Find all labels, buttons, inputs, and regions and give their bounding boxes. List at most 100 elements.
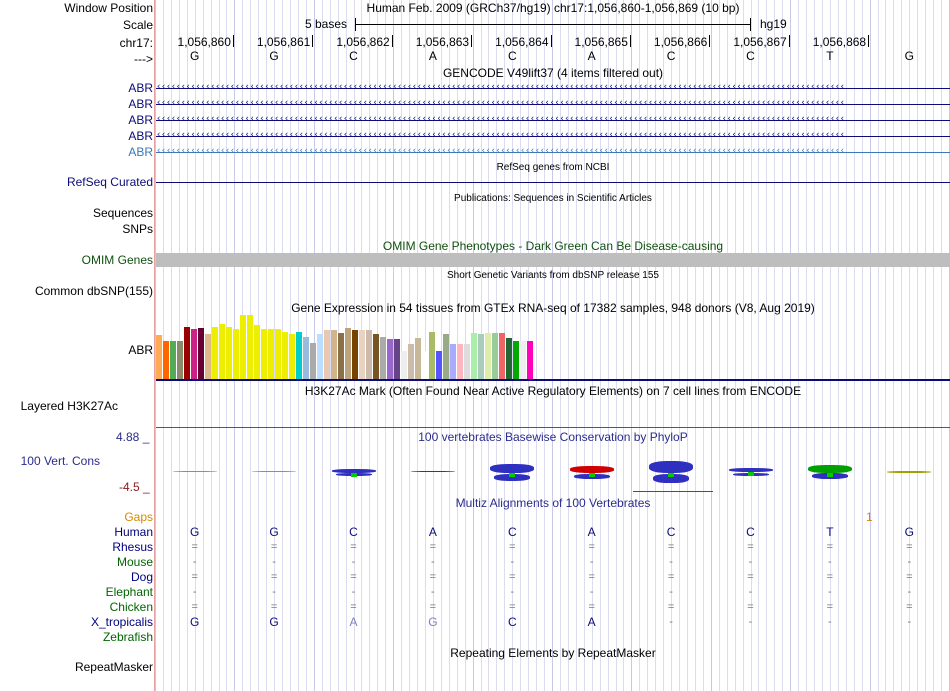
ruler-position: 1,056,867 [733,35,790,49]
publications-snps-label[interactable]: SNPs [122,222,153,236]
gencode-item-label[interactable]: ABR [128,145,153,159]
strand-arrow-label[interactable]: ---> [134,52,153,66]
publications-sequences-label[interactable]: Sequences [92,206,153,220]
gtex-tissue-bar[interactable] [226,327,232,379]
gtex-tissue-bar[interactable] [408,344,414,379]
multiz-species-label[interactable]: Chicken [109,600,153,614]
gtex-tissue-bar[interactable] [303,337,309,379]
gtex-tissue-bar[interactable] [240,315,246,379]
multiz-gaps-label[interactable]: Gaps [124,510,153,524]
gencode-item-label[interactable]: ABR [128,129,153,143]
multiz-species-label[interactable]: Elephant [105,585,153,599]
omim-track-label[interactable]: OMIM Genes [81,253,153,267]
gtex-tissue-bar[interactable] [387,339,393,379]
gtex-tissue-bar[interactable] [261,329,267,379]
gtex-tissue-bar[interactable] [464,344,470,379]
gencode-transcript[interactable]: ‹‹‹‹‹‹‹‹‹‹‹‹‹‹‹‹‹‹‹‹‹‹‹‹‹‹‹‹‹‹‹‹‹‹‹‹‹‹‹‹… [156,100,950,108]
gtex-tissue-bar[interactable] [163,341,169,379]
gtex-tissue-bar[interactable] [513,341,519,379]
gtex-tissue-bar[interactable] [366,330,372,379]
gtex-tissue-bar[interactable] [520,341,526,379]
gtex-tissue-bar[interactable] [471,333,477,379]
conservation-logo[interactable] [807,465,852,479]
gtex-tissue-bar[interactable] [331,330,337,379]
dbsnp-track-label[interactable]: Common dbSNP(155) [34,284,153,298]
multiz-species-label[interactable]: Mouse [116,555,153,569]
gtex-tissue-bar[interactable] [401,351,407,379]
gtex-tissue-bar[interactable] [191,329,197,379]
gtex-tissue-bar[interactable] [247,315,253,379]
conservation-logo[interactable] [331,468,376,477]
gtex-tissue-bar[interactable] [527,341,533,379]
gtex-tissue-bar[interactable] [478,334,484,379]
multiz-species-label[interactable]: Zebrafish [102,630,153,644]
refseq-gene-line[interactable] [156,182,950,183]
gtex-tissue-bar[interactable] [345,328,351,379]
gtex-tissue-bar[interactable] [275,329,281,379]
gtex-tissue-bar[interactable] [359,330,365,379]
gtex-tissue-bar[interactable] [499,333,505,379]
conservation-logo[interactable] [252,471,297,473]
multiz-species-label[interactable]: X_tropicalis [90,615,153,629]
gtex-tissue-bar[interactable] [380,337,386,379]
gtex-bar-chart[interactable] [156,315,556,379]
gtex-tissue-bar[interactable] [219,324,225,379]
gtex-tissue-bar[interactable] [415,338,421,379]
gencode-transcript[interactable]: ‹‹‹‹‹‹‹‹‹‹‹‹‹‹‹‹‹‹‹‹‹‹‹‹‹‹‹‹‹‹‹‹‹‹‹‹‹‹‹‹… [156,132,950,140]
gencode-transcript[interactable]: ‹‹‹‹‹‹‹‹‹‹‹‹‹‹‹‹‹‹‹‹‹‹‹‹‹‹‹‹‹‹‹‹‹‹‹‹‹‹‹‹… [156,116,950,124]
conservation-track-label[interactable]: 100 Vert. Cons [20,454,100,468]
gtex-tissue-bar[interactable] [198,328,204,379]
gtex-tissue-bar[interactable] [457,344,463,379]
conservation-logo[interactable] [490,463,535,481]
multiz-species-label[interactable]: Dog [130,570,153,584]
gtex-tissue-bar[interactable] [170,341,176,379]
gtex-tissue-bar[interactable] [212,327,218,379]
gtex-tissue-bar[interactable] [177,341,183,379]
gencode-item-label[interactable]: ABR [128,81,153,95]
gtex-tissue-bar[interactable] [485,333,491,379]
h3k27ac-track-label[interactable]: Layered H3K27Ac [20,399,118,413]
gtex-tissue-bar[interactable] [436,351,442,379]
gtex-tissue-bar[interactable] [443,334,449,379]
conservation-logo[interactable] [887,470,932,474]
multiz-base: = [350,541,357,553]
gtex-tissue-bar[interactable] [492,333,498,379]
gtex-tissue-bar[interactable] [156,335,162,379]
gtex-tissue-bar[interactable] [289,334,295,379]
gtex-tissue-bar[interactable] [506,338,512,379]
gtex-tissue-bar[interactable] [394,339,400,379]
gtex-tissue-bar[interactable] [310,343,316,379]
gtex-tissue-bar[interactable] [338,333,344,379]
multiz-species-label[interactable]: Rhesus [112,540,153,554]
multiz-species-label[interactable]: Human [114,525,153,539]
gtex-tissue-bar[interactable] [450,344,456,379]
multiz-base: C [507,615,517,629]
gtex-track-label[interactable]: ABR [128,343,153,357]
conservation-logo[interactable] [569,465,614,479]
repeatmasker-track-label[interactable]: RepeatMasker [74,660,153,674]
gtex-tissue-bar[interactable] [233,329,239,379]
gtex-tissue-bar[interactable] [254,325,260,379]
gtex-tissue-bar[interactable] [268,329,274,379]
gtex-tissue-bar[interactable] [184,327,190,379]
gtex-tissue-bar[interactable] [324,330,330,379]
gtex-tissue-bar[interactable] [373,334,379,379]
conservation-logo[interactable] [410,471,455,473]
gtex-tissue-bar[interactable] [317,334,323,379]
conservation-logo[interactable] [649,461,694,483]
gtex-tissue-bar[interactable] [429,332,435,379]
multiz-base: = [191,541,198,553]
conservation-logo[interactable] [172,471,217,473]
gtex-tissue-bar[interactable] [296,332,302,379]
gencode-transcript[interactable]: ‹‹‹‹‹‹‹‹‹‹‹‹‹‹‹‹‹‹‹‹‹‹‹‹‹‹‹‹‹‹‹‹‹‹‹‹‹‹‹‹… [156,84,950,92]
gencode-item-label[interactable]: ABR [128,97,153,111]
omim-gene-bar[interactable] [156,253,950,267]
gtex-tissue-bar[interactable] [205,334,211,379]
gtex-tissue-bar[interactable] [282,332,288,379]
gtex-tissue-bar[interactable] [422,351,428,379]
conservation-logo[interactable] [728,468,773,476]
gencode-transcript[interactable]: ‹‹‹‹‹‹‹‹‹‹‹‹‹‹‹‹‹‹‹‹‹‹‹‹‹‹‹‹‹‹‹‹‹‹‹‹‹‹‹‹… [156,148,950,156]
gencode-item-label[interactable]: ABR [128,113,153,127]
refseq-track-label[interactable]: RefSeq Curated [66,175,153,189]
gtex-tissue-bar[interactable] [352,330,358,379]
